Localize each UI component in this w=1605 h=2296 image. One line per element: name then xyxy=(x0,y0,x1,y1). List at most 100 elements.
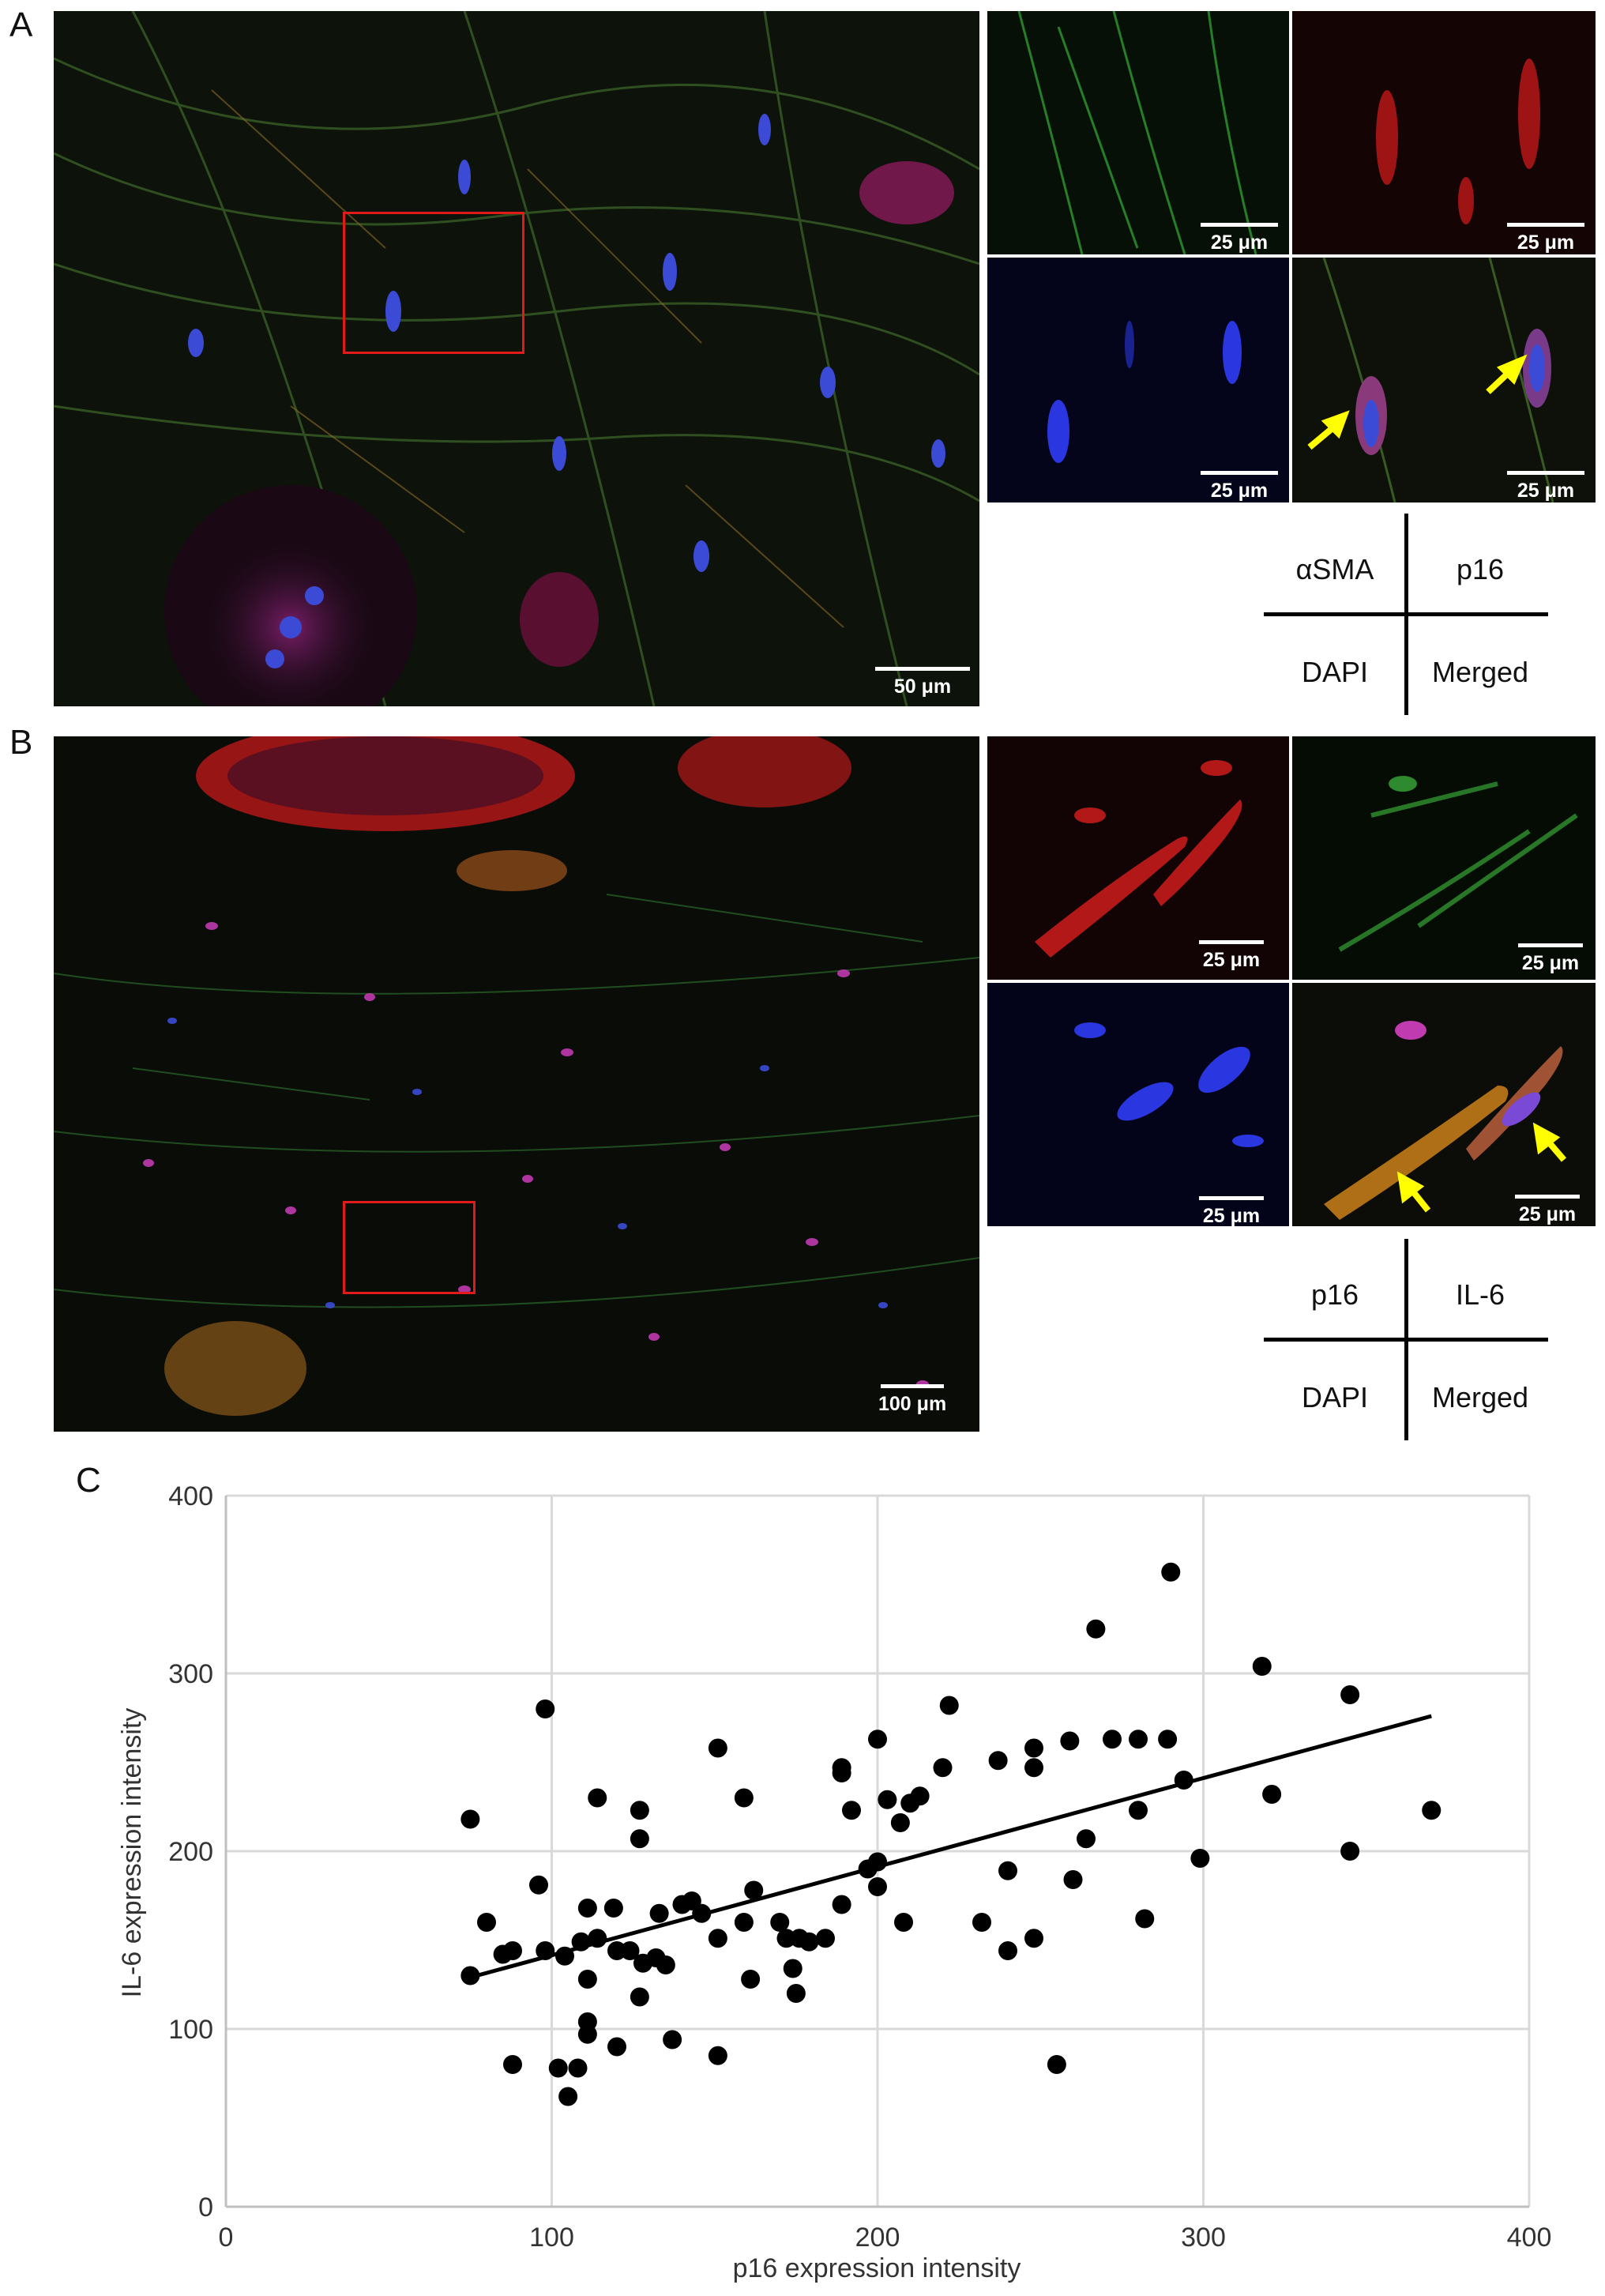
scatter-point xyxy=(832,1763,851,1782)
panel-a-roi-box xyxy=(343,212,524,354)
data-points xyxy=(460,1562,1441,2106)
scatter-point xyxy=(1060,1731,1080,1751)
scatter-point xyxy=(529,1875,548,1895)
legend-a-bottom-left: DAPI xyxy=(1301,656,1369,688)
scatter-point xyxy=(890,1813,910,1832)
x-tick-labels: 0 100 200 300 400 xyxy=(219,2223,1552,2253)
legend-b-top-left: p16 xyxy=(1310,1278,1359,1311)
scatter-point xyxy=(1190,1849,1210,1868)
scatter-point xyxy=(1135,1909,1155,1929)
panel-letter-b: B xyxy=(9,723,33,762)
y-tick-label: 0 xyxy=(198,2192,213,2223)
panel-a-arrows xyxy=(1307,354,1528,450)
scatter-point xyxy=(503,1941,522,1960)
scatter-point xyxy=(568,2058,588,2078)
y-axis-label: IL-6 expression intensity xyxy=(117,1708,147,1998)
y-tick-label: 100 xyxy=(168,2015,213,2045)
scatter-point xyxy=(910,1786,930,1806)
y-tick-label: 200 xyxy=(168,1837,213,1867)
scatter-point xyxy=(460,1809,480,1829)
scatter-point xyxy=(1422,1801,1441,1820)
panel-a-inset-red: 25 μm xyxy=(1292,11,1596,254)
panel-b-inset-merged-scale: 25 μm xyxy=(1518,1203,1577,1225)
scatter-point xyxy=(577,1970,597,1989)
scatter-point xyxy=(1252,1657,1272,1676)
scatter-point xyxy=(1086,1619,1106,1639)
panel-a-overview-image: 50 μm xyxy=(54,11,979,706)
scatter-plot-svg: 0 100 200 300 400 0 100 200 300 400 p16 expressi… xyxy=(117,1481,1552,2283)
panel-b-inset-red: 25 μm xyxy=(987,736,1289,980)
panel-a-inset-blue: 25 μm xyxy=(987,258,1289,502)
chart-axes xyxy=(224,1496,1529,2208)
scatter-point xyxy=(741,1970,761,1989)
scatter-point xyxy=(878,1790,897,1809)
scatter-point xyxy=(1047,2055,1066,2074)
scatter-point xyxy=(630,1829,649,1849)
scatter-point xyxy=(577,2024,597,2044)
scatter-point xyxy=(832,1895,851,1914)
panel-b-inset-blue: 25 μm xyxy=(987,983,1289,1226)
scatter-point xyxy=(998,1861,1017,1880)
scatter-point xyxy=(1103,1730,1122,1749)
scatter-point xyxy=(1024,1738,1043,1758)
scatter-point xyxy=(1158,1730,1178,1749)
y-tick-labels: 0 100 200 300 400 xyxy=(168,1481,213,2223)
scatter-point xyxy=(503,2055,522,2074)
panel-b-overview-scalebar: 100 μm xyxy=(878,1384,946,1416)
panel-b-arrows xyxy=(1396,1122,1567,1213)
legend-b-bottom-left: DAPI xyxy=(1301,1381,1369,1413)
panel-a-inset-green-scale: 25 μm xyxy=(1210,231,1269,254)
scatter-point xyxy=(799,1932,819,1952)
legend-a-top-left: αSMA xyxy=(1295,553,1374,585)
panel-c-scatter-chart: 0 100 200 300 400 0 100 200 300 400 p16 expressi… xyxy=(0,1454,1605,2292)
scatter-point xyxy=(842,1801,861,1820)
scatter-point xyxy=(536,1699,555,1718)
trendline xyxy=(469,1714,1432,1980)
panel-a-overview-scale-label: 50 μm xyxy=(893,676,952,698)
scatter-point xyxy=(603,1899,623,1918)
scatter-point xyxy=(783,1959,802,1978)
panel-letter-c: C xyxy=(76,1461,101,1500)
scatter-point xyxy=(607,1941,626,1960)
panel-b-inset-green: 25 μm xyxy=(1292,736,1596,980)
trendline-layer xyxy=(469,1714,1432,1980)
panel-b-inset-merged: 25 μm xyxy=(1292,983,1596,1226)
scatter-point xyxy=(477,1913,496,1932)
y-tick-label: 400 xyxy=(168,1481,213,1511)
panel-a-inset-red-scale: 25 μm xyxy=(1517,231,1575,254)
y-tick-label: 300 xyxy=(168,1659,213,1689)
scatter-point xyxy=(663,2030,682,2049)
x-tick-label: 400 xyxy=(1507,2223,1552,2253)
x-tick-label: 0 xyxy=(219,2223,234,2253)
scatter-point xyxy=(577,1899,597,1918)
scatter-point xyxy=(1340,1685,1360,1704)
legend-a-bottom-right: Merged xyxy=(1431,656,1529,688)
scatter-point xyxy=(972,1913,991,1932)
scatter-point xyxy=(988,1751,1008,1771)
scatter-point xyxy=(816,1929,835,1948)
scatter-point xyxy=(607,2037,626,2057)
legend-a-top-right: p16 xyxy=(1456,553,1505,585)
scatter-point xyxy=(630,1801,649,1820)
scatter-point xyxy=(734,1913,754,1932)
panel-a-channel-legend: αSMA p16 DAPI Merged xyxy=(1264,514,1556,719)
panel-b-inset-red-scale: 25 μm xyxy=(1202,949,1261,971)
scatter-point xyxy=(939,1696,959,1715)
panel-a-inset-merged-scale: 25 μm xyxy=(1517,480,1575,502)
scatter-point xyxy=(649,1903,669,1923)
scatter-point xyxy=(548,2058,568,2078)
panel-b-overview-image: 100 μm xyxy=(54,736,979,1432)
scatter-point xyxy=(744,1880,764,1900)
scatter-point xyxy=(1340,1842,1360,1861)
chart-gridlines xyxy=(224,1494,1531,2208)
scatter-point xyxy=(734,1788,754,1808)
panel-b-channel-legend: p16 IL-6 DAPI Merged xyxy=(1264,1239,1556,1444)
scatter-point xyxy=(1129,1730,1148,1749)
panel-b-roi-box xyxy=(343,1201,475,1294)
x-tick-label: 300 xyxy=(1181,2223,1226,2253)
x-tick-label: 100 xyxy=(529,2223,574,2253)
scatter-point xyxy=(933,1758,953,1778)
scatter-point xyxy=(868,1877,887,1896)
scatter-point xyxy=(1024,1929,1043,1948)
x-axis-label: p16 expression intensity xyxy=(733,2253,1021,2283)
